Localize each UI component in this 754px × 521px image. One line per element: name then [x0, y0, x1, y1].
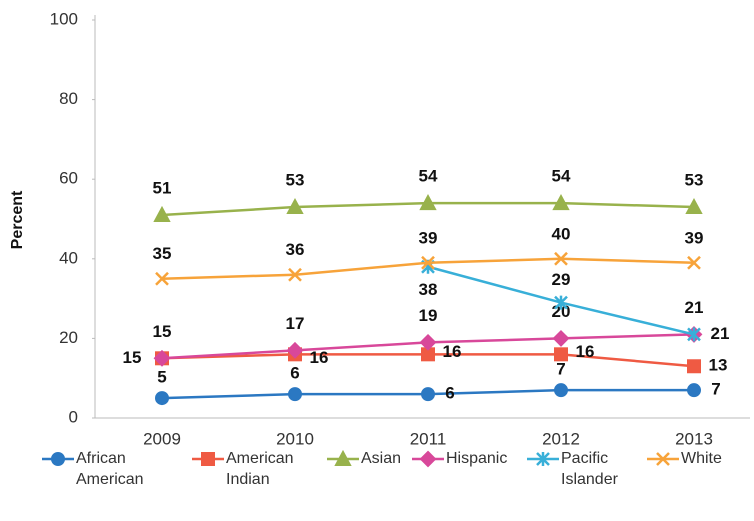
legend: African American American Indian Asian Hisp…: [40, 448, 754, 490]
y-tick-label: 60: [59, 169, 78, 188]
point: [153, 349, 171, 367]
data-label: 21: [685, 298, 704, 317]
point: [419, 193, 437, 211]
data-label: 6: [290, 364, 299, 383]
legend-item: American Indian: [190, 448, 325, 490]
legend-label: American Indian: [226, 450, 294, 488]
point: [155, 391, 169, 406]
data-label: 16: [576, 342, 595, 361]
data-label: 21: [711, 324, 730, 343]
point: [155, 271, 169, 286]
x-tick-label: 2010: [276, 429, 314, 448]
point: [153, 205, 171, 223]
data-label: 35: [153, 244, 172, 263]
data-label: 54: [419, 167, 438, 186]
y-tick-label: 80: [59, 89, 78, 108]
y-tick-label: 20: [59, 328, 78, 347]
legend-item: Asian: [325, 448, 410, 490]
y-tick-label: 40: [59, 248, 78, 267]
legend-marker: [656, 452, 670, 466]
legend-marker: [51, 452, 65, 466]
legend-marker: [419, 450, 437, 468]
legend-item: Pacific Islander: [525, 448, 645, 490]
legend-label: White: [681, 450, 722, 467]
x-tick-label: 2012: [542, 429, 580, 448]
data-label: 53: [685, 171, 704, 190]
point: [286, 341, 304, 359]
point: [421, 255, 435, 270]
data-label: 7: [556, 360, 565, 379]
point: [687, 255, 701, 270]
legend-label: Hispanic: [446, 450, 508, 467]
legend-swatch: [647, 452, 679, 466]
data-label: 29: [552, 270, 571, 289]
legend-swatch: [192, 452, 224, 466]
x-tick-label: 2013: [675, 429, 713, 448]
data-label: 6: [445, 384, 454, 403]
point: [554, 251, 568, 266]
data-label: 38: [419, 280, 438, 299]
y-tick-label: 0: [69, 407, 78, 426]
data-label: 5: [157, 368, 166, 387]
legend-label: African American: [76, 450, 144, 488]
point: [286, 197, 304, 215]
legend-label: Pacific Islander: [561, 450, 618, 488]
data-label: 16: [310, 348, 329, 367]
point: [554, 295, 568, 310]
y-axis-label: Percent: [9, 190, 26, 249]
data-label: 16: [443, 342, 462, 361]
data-label: 36: [286, 240, 305, 259]
point: [552, 193, 570, 211]
legend-item: White: [645, 448, 745, 490]
data-label: 7: [711, 380, 720, 399]
legend-swatch: [42, 452, 74, 466]
legend-label: Asian: [361, 450, 402, 467]
point: [554, 347, 568, 362]
data-label: 39: [685, 228, 704, 247]
y-tick-label: 100: [50, 9, 78, 28]
point: [288, 267, 302, 282]
point: [687, 327, 701, 342]
data-label: 53: [286, 171, 305, 190]
legend-item: African American: [40, 448, 190, 490]
point: [687, 383, 701, 398]
data-label: 39: [419, 228, 438, 247]
point: [552, 329, 570, 347]
point: [421, 387, 435, 402]
point: [685, 197, 703, 215]
x-tick-label: 2009: [143, 429, 181, 448]
legend-swatch: [412, 450, 444, 468]
legend-marker: [334, 449, 352, 466]
legend-swatch: [527, 452, 559, 466]
point: [288, 387, 302, 402]
legend-marker: [536, 452, 550, 466]
point: [419, 333, 437, 351]
legend-item: Hispanic: [410, 448, 525, 490]
data-label: 54: [552, 167, 571, 186]
data-label: 15: [123, 348, 142, 367]
data-label: 40: [552, 224, 571, 243]
point: [554, 383, 568, 398]
legend-marker: [201, 452, 215, 466]
data-label: 13: [709, 356, 728, 375]
x-tick-label: 2011: [410, 429, 447, 448]
data-label: 17: [286, 314, 305, 333]
data-label: 19: [419, 306, 438, 325]
point: [687, 359, 701, 374]
data-label: 15: [153, 322, 172, 341]
legend-swatch: [327, 449, 359, 466]
data-label: 51: [153, 179, 172, 198]
